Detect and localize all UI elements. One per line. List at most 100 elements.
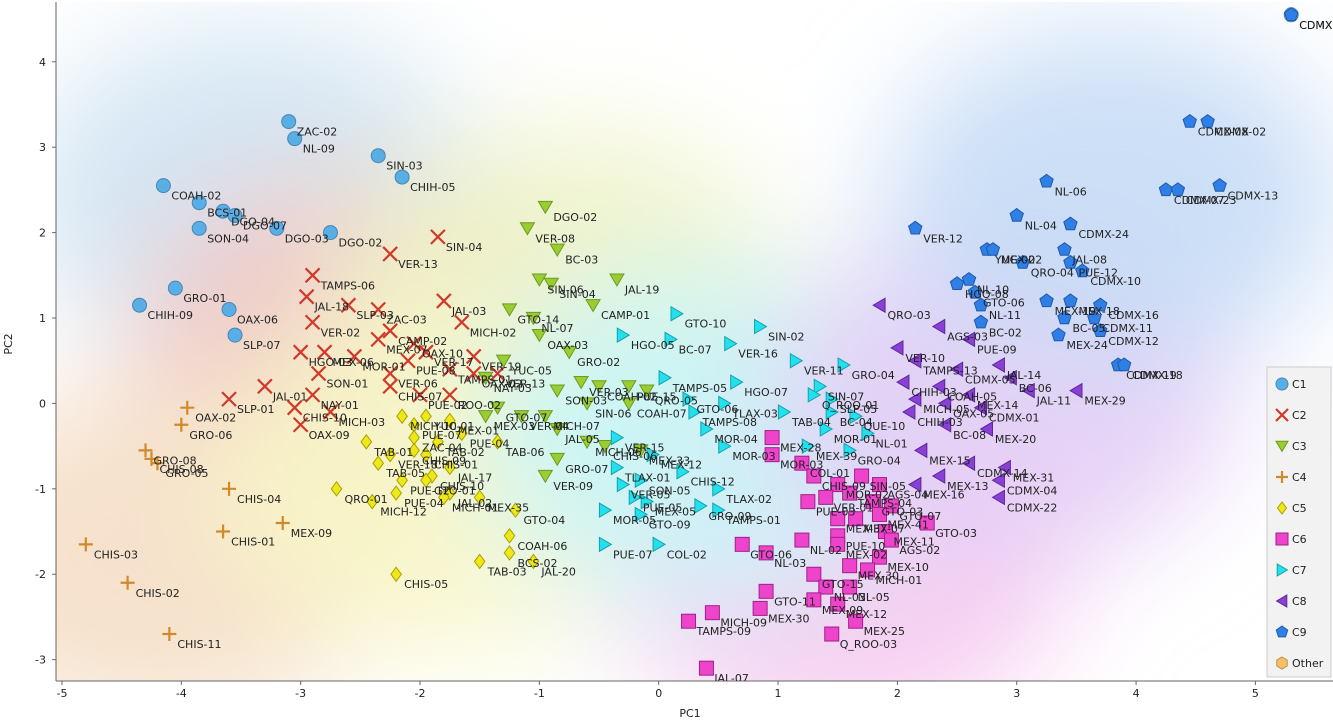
legend-label: C6 [1292,533,1307,546]
point-label: AGS-02 [899,544,940,557]
point-c9 [967,284,983,299]
point-label: CHIS-12 [691,476,735,489]
point-c7 [825,391,840,408]
point-label: GTO-07 [899,510,941,523]
point-c8 [913,442,928,459]
point-label: TAMPS-04 [857,497,912,510]
point-label: CDMX-14 [977,467,1028,480]
point-c2 [316,344,333,360]
point-label: JAL-01 [272,390,307,403]
point-c2 [453,314,470,331]
x-tick-label: -3 [295,687,306,700]
point-label: MICH-02 [470,326,517,339]
point-c3 [501,303,518,317]
point-label: NL-02 [810,544,842,557]
point-c2 [442,387,458,403]
point-label: MICH-03 [338,416,385,429]
point-label: MEX-20 [995,433,1036,446]
point-label: OAX-02 [482,378,523,391]
point-c8 [937,416,952,433]
point-label: VER-15 [625,442,665,455]
x-tick-label: 1 [775,687,782,700]
point-c4 [162,627,177,642]
point-label: TAB-01 [373,446,413,459]
point-c3 [549,384,566,398]
point-label: CHIS-01 [434,459,478,472]
point-c2 [465,348,482,365]
point-c6 [830,511,846,527]
point-label: MOR-05 [613,514,656,527]
x-tick-label: 4 [1133,687,1140,700]
point-c7 [610,459,625,476]
point-label: MICH-01 [452,501,499,514]
point-label: VER-08 [535,232,575,245]
point-c3 [549,452,566,467]
point-label: SLP-01 [237,403,274,416]
point-c3 [537,410,554,424]
point-label: VER-18 [398,459,438,472]
point-label: GRO-04 [852,369,895,382]
y-tick-label: 2 [39,227,46,240]
point-label: CDMX-19 [1126,369,1177,382]
point-c3 [477,410,494,424]
point-c6 [842,579,858,595]
point-c3 [597,440,613,454]
point-label: SLP-05 [840,403,877,416]
point-c9 [1075,263,1090,278]
point-c8 [979,421,993,437]
point-c7 [861,425,875,442]
point-c5 [372,455,385,472]
point-c9 [1116,357,1132,372]
point-c6 [818,579,834,595]
legend-label: C9 [1292,626,1307,639]
point-label: ZAC-04 [422,442,463,455]
point-c2 [382,365,398,382]
point-label: GTO-03 [882,506,924,519]
point-label: PUE-15 [637,390,677,403]
point-c9 [1284,7,1299,21]
point-label: CAMP-01 [601,309,650,322]
point-label: OAX-05 [953,407,994,420]
point-label: COAH-06 [518,540,568,553]
point-c6 [818,489,834,505]
point-label: BC-06 [1019,382,1052,395]
point-label: CAMP-02 [398,335,447,348]
point-label: MEX-41 [887,518,928,531]
point-c7 [616,476,631,493]
point-label: YUC-01 [433,420,474,433]
point-label: HGO-05 [631,339,675,352]
point-label: SIN-04 [446,241,482,254]
point-c5 [408,442,420,459]
point-c5 [360,434,373,450]
point-label: TLAX-01 [624,471,671,484]
point-c2 [298,288,315,305]
x-axis-title: PC1 [679,707,700,720]
point-label: QRO-05 [655,395,698,408]
point-c7 [718,438,732,455]
point-label: QRO-01 [344,493,387,506]
point-c3 [489,401,506,415]
point-c1 [322,225,338,241]
point-label: OAX-10 [422,348,463,361]
point-label: COAH-02 [607,390,657,403]
point-c7 [616,327,631,343]
point-c6 [848,511,864,527]
point-c3 [573,375,589,390]
point-c3 [519,222,536,236]
point-c6 [830,596,846,612]
point-label: CHIH-09 [148,309,193,322]
point-c5 [390,566,403,583]
point-label: DGO-02 [338,237,382,250]
legend-label: C5 [1292,502,1307,515]
point-label: MEX-10 [887,561,928,574]
point-c8 [991,472,1005,489]
point-c7 [807,387,822,403]
point-label: PUE-07 [422,429,462,442]
legend-marker-other [1276,656,1288,670]
point-label: JAL-11 [1036,395,1071,408]
point-label: BC-07 [679,343,712,356]
x-tick-label: -2 [415,687,426,700]
point-c8 [1069,382,1083,399]
point-c4 [216,524,231,539]
point-label: MEX-19 [1055,305,1096,318]
